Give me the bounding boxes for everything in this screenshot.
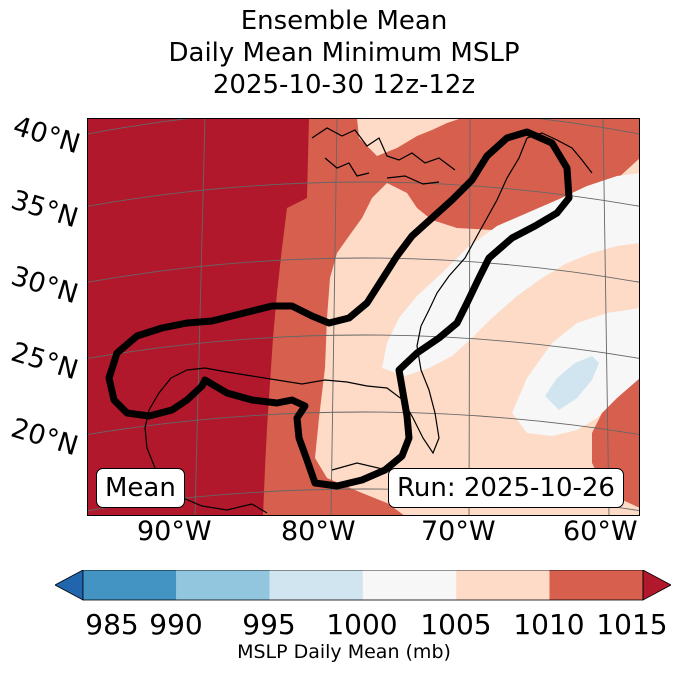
colorbar-tick-1000: 1000 [326, 608, 398, 641]
colorbar-bin-1000-1005 [362, 570, 457, 600]
lat-label-35: 35°N [7, 184, 82, 235]
field-1000 [545, 356, 599, 410]
contour-outline [105, 128, 573, 490]
colorbar-bin-985-990 [83, 570, 177, 600]
colorbar-over-triangle [642, 570, 671, 601]
lat-label-40: 40°N [9, 110, 84, 161]
title-line-3: 2025-10-30 12z-12z [212, 70, 476, 100]
colorbar-under-triangle [55, 570, 84, 601]
colorbar-tick-990: 990 [149, 608, 203, 641]
colorbar-tick-1015: 1015 [596, 608, 668, 641]
lon-label-60w: 60°W [563, 516, 638, 547]
colorbar [55, 570, 671, 601]
map-svg [87, 118, 640, 516]
colorbar-tick-985: 985 [85, 608, 139, 641]
title-line-1: Ensemble Mean [240, 6, 448, 36]
map-panel: Mean Run: 2025-10-26 [87, 118, 640, 516]
colorbar-bin-990-995 [176, 570, 270, 600]
colorbar-bin-1005-1010 [456, 570, 550, 600]
lon-label-90w: 90°W [137, 516, 212, 547]
colorbar-tick-1005: 1005 [420, 608, 492, 641]
lon-label-70w: 70°W [421, 516, 496, 547]
colorbar-tick-995: 995 [242, 608, 296, 641]
lat-label-25: 25°N [7, 336, 82, 387]
colorbar-label: MSLP Daily Mean (mb) [237, 641, 451, 663]
lat-label-30: 30°N [7, 260, 82, 311]
colorbar-bin-995-1000 [269, 570, 363, 600]
lon-label-80w: 80°W [281, 516, 356, 547]
colorbar-bin-1010-1015 [549, 570, 643, 600]
colorbar-tick-1010: 1010 [513, 608, 585, 641]
stat-box: Mean [96, 468, 185, 508]
lat-label-20: 20°N [7, 412, 82, 463]
title-line-2: Daily Mean Minimum MSLP [168, 38, 520, 68]
run-box: Run: 2025-10-26 [388, 468, 624, 508]
